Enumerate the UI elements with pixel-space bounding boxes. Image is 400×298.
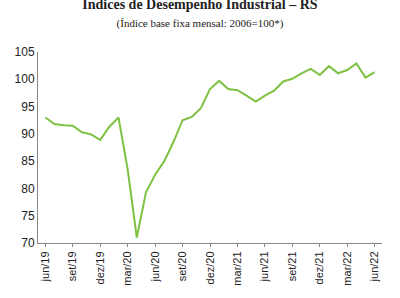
svg-text:Índices de Desempenho Industri: Índices de Desempenho Industrial – RS(Ín… <box>82 0 318 30</box>
svg-text:jun/20: jun/20 <box>149 251 161 282</box>
svg-text:mar/20: mar/20 <box>121 251 133 285</box>
svg-text:mar/21: mar/21 <box>231 251 243 285</box>
svg-text:dez/19: dez/19 <box>94 251 106 284</box>
svg-text:90: 90 <box>21 127 35 141</box>
svg-text:dez/21: dez/21 <box>313 251 325 284</box>
svg-text:85: 85 <box>21 154 35 168</box>
svg-text:jun/21: jun/21 <box>258 251 270 282</box>
svg-text:jun/22: jun/22 <box>368 251 380 282</box>
svg-text:set/20: set/20 <box>176 251 188 281</box>
svg-text:75: 75 <box>21 209 35 223</box>
svg-text:set/19: set/19 <box>66 251 78 281</box>
svg-text:set/21: set/21 <box>286 251 298 281</box>
svg-text:95: 95 <box>21 100 35 114</box>
svg-text:mar/22: mar/22 <box>341 251 353 285</box>
svg-text:70: 70 <box>21 236 35 250</box>
svg-text:dez/20: dez/20 <box>204 251 216 284</box>
svg-text:105: 105 <box>15 45 35 59</box>
svg-text:100: 100 <box>15 72 35 86</box>
svg-text:jun/19: jun/19 <box>39 251 51 282</box>
svg-text:80: 80 <box>21 182 35 196</box>
